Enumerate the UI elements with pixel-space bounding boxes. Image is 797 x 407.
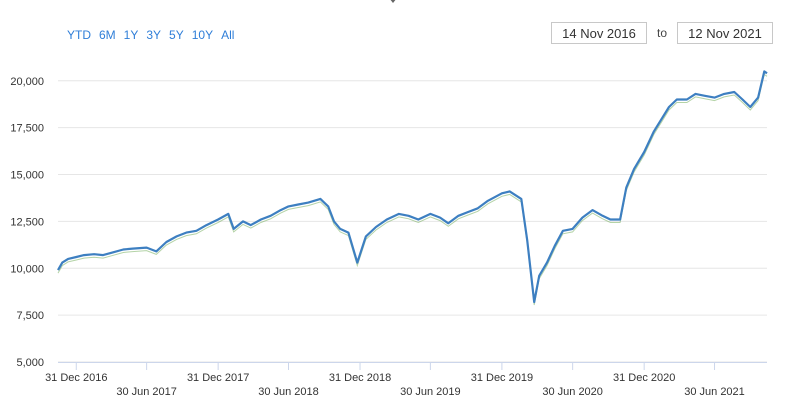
x-tick-label: 31 Dec 2017 (187, 372, 249, 384)
series-line (57, 70, 768, 304)
range-button-6m[interactable]: 6M (99, 28, 116, 42)
x-tick-label: 30 Jun 2019 (400, 386, 461, 398)
x-tick-label: 30 Jun 2018 (258, 386, 319, 398)
y-tick-label: 15,000 (10, 170, 44, 182)
x-tick-label: 30 Jun 2021 (684, 386, 745, 398)
series-line-secondary (57, 73, 768, 306)
to-date-input[interactable]: 12 Nov 2021 (677, 22, 773, 44)
x-tick-label: 31 Dec 2020 (613, 372, 675, 384)
dropdown-caret-icon (390, 0, 396, 3)
to-label: to (657, 26, 668, 40)
range-button-5y[interactable]: 5Y (169, 28, 184, 42)
y-tick-label: 12,500 (10, 216, 44, 228)
range-button-10y[interactable]: 10Y (191, 28, 214, 42)
y-tick-label: 7,500 (16, 310, 44, 322)
from-date-input[interactable]: 14 Nov 2016 (551, 22, 647, 44)
range-button-1y[interactable]: 1Y (123, 28, 139, 42)
y-tick-label: 20,000 (10, 76, 44, 88)
y-tick-label: 17,500 (10, 123, 44, 135)
y-tick-label: 10,000 (10, 263, 44, 275)
range-button-ytd[interactable]: YTD (67, 28, 91, 42)
range-selector: YTD 6M 1Y 3Y 5Y 10Y All (64, 27, 238, 43)
y-tick-label: 5,000 (16, 357, 44, 369)
x-tick-label: 31 Dec 2019 (471, 372, 533, 384)
x-tick-label: 31 Dec 2018 (329, 372, 391, 384)
range-button-3y[interactable]: 3Y (146, 28, 162, 42)
x-tick-label: 30 Jun 2017 (116, 386, 177, 398)
range-button-all[interactable]: All (221, 28, 235, 42)
x-tick-label: 30 Jun 2020 (542, 386, 603, 398)
x-tick-label: 31 Dec 2016 (45, 372, 107, 384)
